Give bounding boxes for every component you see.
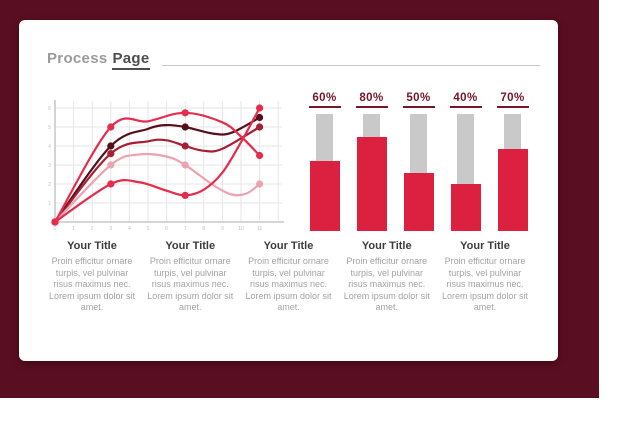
bar-percent-label: 40% (453, 92, 478, 104)
text-column: Your Title Proin efficitur ornare turpis,… (242, 240, 336, 314)
x-tick-label: 7 (184, 226, 187, 232)
y-tick-label: 3 (48, 163, 51, 169)
text-column: Your Title Proin efficitur ornare turpis,… (340, 240, 434, 314)
column-title: Your Title (263, 240, 314, 252)
x-tick-label: 8 (202, 226, 205, 232)
bar-area (301, 114, 348, 231)
x-tick-label: 10 (238, 226, 244, 232)
text-column: Your Title Proin efficitur ornare turpis,… (438, 240, 532, 314)
data-point (107, 123, 115, 131)
data-point (256, 123, 264, 131)
bar-percent-underline (496, 106, 529, 108)
bar-fill (450, 184, 481, 231)
x-tick-label: 6 (165, 226, 168, 232)
bar-percent-label: 60% (312, 92, 337, 104)
column-body: Proin efficitur ornare turpis, vel pulvi… (245, 256, 332, 313)
bar-fill (356, 137, 387, 231)
x-tick-label: 5 (147, 226, 150, 232)
data-point (107, 180, 115, 188)
column-title: Your Title (67, 240, 117, 252)
bar-group: 70% (489, 92, 536, 231)
data-point (256, 113, 264, 122)
bar-group: 40% (442, 92, 489, 231)
slide-header: Process Page (47, 50, 540, 70)
data-point (181, 109, 189, 117)
columns: Your Title Proin efficitur ornare turpis,… (45, 240, 532, 314)
bar-fill (497, 149, 528, 231)
text-column: Your Title Proin efficitur ornare turpis,… (45, 240, 139, 314)
column-body: Proin efficitur ornare turpis, vel pulvi… (343, 256, 430, 313)
x-tick-label: 0 (54, 226, 57, 232)
y-tick-label: 2 (48, 182, 51, 188)
data-point (181, 123, 189, 131)
series-line (53, 116, 261, 224)
data-point (256, 180, 264, 188)
page-title-prefix: Process (47, 50, 108, 67)
data-point (181, 191, 189, 199)
column-title: Your Title (165, 240, 216, 252)
column-body: Proin efficitur ornare turpis, vel pulvi… (48, 256, 136, 313)
bar-group: 50% (395, 92, 442, 231)
series-line (53, 125, 261, 224)
data-point (181, 142, 189, 150)
column-body: Proin efficitur ornare turpis, vel pulvi… (441, 256, 529, 313)
header-rule (161, 65, 540, 66)
series-dark-red (51, 123, 264, 226)
bar-percent-label: 70% (500, 92, 525, 104)
data-point (256, 104, 264, 112)
bar-area (489, 114, 536, 231)
x-tick-label: 2 (91, 226, 94, 232)
data-point (107, 142, 115, 150)
page-title-emphasis: Page (112, 50, 150, 70)
x-tick-label: 11 (257, 226, 262, 232)
series-red-ascending (51, 104, 264, 226)
x-tick-label: 9 (221, 226, 224, 232)
bar-percent-label: 50% (406, 92, 431, 104)
column-body: Proin efficitur ornare turpis, vel pulvi… (147, 256, 234, 313)
column-title: Your Title (361, 240, 412, 252)
bar-area (348, 114, 395, 231)
bar-area (395, 114, 442, 231)
bar-fill (403, 172, 434, 231)
bar-area (442, 114, 489, 231)
y-tick-label: 4 (48, 144, 51, 150)
x-tick-label: 4 (128, 226, 131, 232)
text-column: Your Title Proin efficitur ornare turpis,… (143, 240, 237, 314)
data-point (51, 218, 59, 226)
bar-percent-underline (355, 106, 388, 108)
x-tick-label: 1 (72, 226, 75, 232)
series-line (53, 111, 261, 224)
data-point (107, 150, 115, 158)
bar-group: 60% (301, 92, 348, 231)
bar-percent-underline (308, 106, 341, 108)
bar-percent-label: 80% (359, 92, 384, 104)
y-tick-label: 1 (48, 201, 51, 207)
bar-chart: 60% 80% 50% 40% 70% (301, 92, 536, 231)
bar-group: 80% (348, 92, 395, 231)
data-point (256, 151, 264, 160)
bar-percent-underline (402, 106, 435, 108)
y-tick-label: 5 (48, 125, 51, 131)
chart-grid (55, 101, 282, 222)
column-title: Your Title (460, 240, 510, 252)
data-point (181, 161, 189, 169)
slide-card: Process Page 0 1 2 3 4 5 6 7 8 9 10 11 1 2 3 4 5 6 60% 80%… (19, 20, 558, 361)
x-tick-label: 3 (109, 226, 112, 232)
bar-percent-underline (449, 106, 482, 108)
y-tick-label: 6 (48, 106, 51, 112)
data-point (107, 161, 115, 169)
bar-fill (309, 160, 340, 231)
